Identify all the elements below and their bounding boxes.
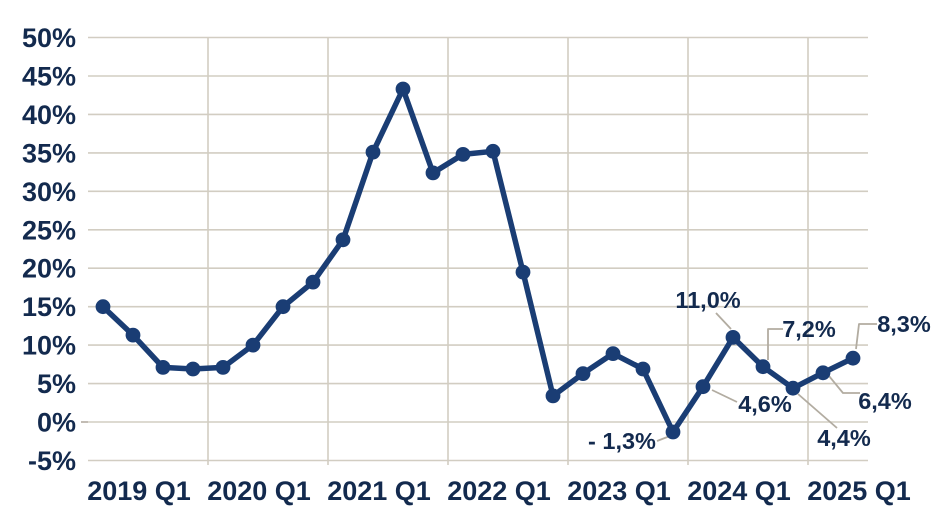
y-axis-tick-label: 30% (22, 177, 76, 207)
data-point-marker (605, 346, 621, 361)
data-label-leader-line (828, 375, 860, 394)
data-point-marker (245, 337, 261, 353)
y-axis-tick-label: 0% (37, 407, 76, 437)
data-point-marker (545, 388, 561, 404)
data-point-label: 4,6% (738, 391, 792, 417)
y-axis-tick-label: 10% (22, 331, 76, 361)
x-axis-tick-label: 2021 Q1 (327, 476, 431, 506)
data-point-marker (95, 299, 111, 315)
y-axis-tick-label: 50% (22, 23, 76, 53)
x-axis-tick-label: 2024 Q1 (687, 476, 791, 506)
data-label-leader-line (711, 389, 738, 403)
data-point-marker (455, 147, 471, 162)
data-point-label: 7,2% (782, 316, 836, 342)
data-point-label: 4,4% (817, 425, 871, 451)
x-axis-tick-label: 2022 Q1 (447, 476, 551, 506)
data-point-marker (365, 144, 381, 160)
data-point-marker (335, 232, 351, 248)
x-axis-tick-label: 2020 Q1 (207, 476, 311, 506)
y-axis-tick-label: 40% (22, 100, 76, 130)
data-point-marker (635, 361, 651, 377)
data-point-label: 8,3% (877, 311, 931, 337)
data-point-marker (425, 165, 441, 181)
y-axis-tick-label: -5% (28, 446, 76, 476)
x-axis-tick-label: 2025 Q1 (807, 476, 911, 506)
data-point-marker (665, 424, 681, 440)
data-point-marker (125, 327, 141, 343)
data-point-marker (395, 81, 411, 97)
data-label-leader-line (797, 393, 838, 429)
data-label-leader-line (855, 323, 877, 350)
series-line (100, 86, 856, 435)
data-point-marker (815, 365, 831, 381)
data-point-label: - 1,3% (588, 428, 656, 454)
x-axis-tick-label: 2019 Q1 (87, 476, 191, 506)
data-point-marker (695, 379, 711, 395)
data-point-marker (185, 361, 201, 377)
data-label-leader-line (767, 328, 783, 360)
x-axis-tick-label: 2023 Q1 (567, 476, 671, 506)
y-axis-tick-label: 45% (22, 61, 76, 91)
y-axis-tick-label: 20% (22, 254, 76, 284)
data-point-marker (755, 359, 771, 375)
data-point-marker (575, 366, 591, 381)
data-point-marker (215, 360, 231, 375)
data-point-marker (275, 299, 291, 315)
data-point-label: 6,4% (858, 388, 912, 414)
y-axis-tick-label: 15% (22, 292, 76, 322)
y-axis-tick-label: 25% (22, 215, 76, 245)
data-point-marker (155, 360, 171, 375)
data-point-marker (305, 274, 321, 290)
data-point-marker (785, 380, 801, 396)
data-point-label: 11,0% (675, 287, 740, 313)
y-axis-tick-label: 35% (22, 138, 76, 168)
y-axis-tick-label: 5% (37, 369, 76, 399)
data-point-marker (515, 264, 531, 280)
data-point-marker (725, 330, 741, 345)
data-label-leader-line (715, 312, 732, 330)
data-point-marker (485, 143, 501, 159)
data-point-marker (845, 350, 861, 366)
